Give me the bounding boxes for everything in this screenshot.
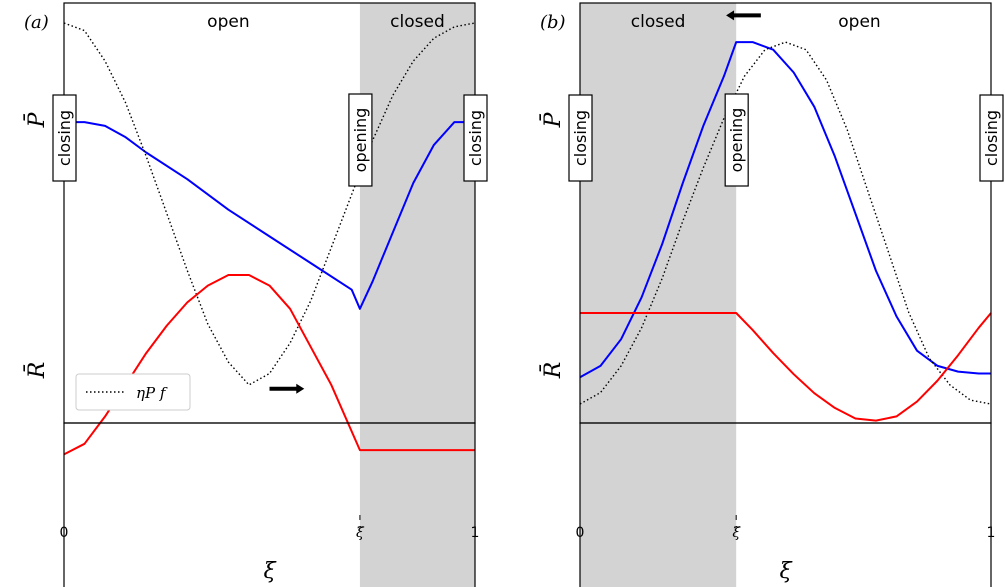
- closed-region-shade: [580, 3, 737, 587]
- event-label-box: [568, 94, 593, 182]
- event-label-opening: opening: [348, 93, 373, 187]
- pressure-curve: [579, 41, 991, 379]
- legend-box: [75, 373, 191, 411]
- y-axis-label-resistance: R̄: [23, 362, 50, 380]
- event-label-closing: closing: [52, 94, 77, 182]
- event-label-opening: opening: [724, 93, 749, 187]
- reference-curve-etaPf: [63, 22, 476, 386]
- closed-region-shade: [359, 3, 475, 587]
- event-label-box: [348, 93, 373, 187]
- x-tick-label: 1: [471, 525, 480, 541]
- event-label-text: closing: [55, 110, 74, 166]
- event-label-text: opening: [727, 108, 746, 173]
- event-label-closing: closing: [463, 94, 488, 182]
- x-tick-label: 0: [576, 525, 585, 541]
- x-tick-label: 1: [987, 525, 996, 541]
- event-label-text: closing: [571, 110, 590, 166]
- legend-label: ηP f: [136, 384, 168, 402]
- x-tick-label: ξ̃: [732, 525, 741, 541]
- event-label-text: closing: [982, 110, 1001, 166]
- resistance-curve: [580, 312, 992, 422]
- region-label-open: open: [207, 12, 249, 32]
- event-label-box: [52, 94, 77, 182]
- region-label-closed: closed: [390, 12, 445, 32]
- phase-arrow-head: [296, 383, 305, 394]
- region-label-open: open: [838, 12, 880, 32]
- y-axis-label-pressure: P̄: [23, 111, 50, 128]
- event-label-box: [724, 93, 749, 187]
- panel-label: (b): [540, 12, 566, 33]
- phase-arrow-head: [726, 10, 735, 21]
- x-tick-label: ξ̃: [356, 525, 365, 541]
- event-label-text: opening: [351, 108, 370, 173]
- y-axis-label-pressure: P̄: [539, 111, 566, 128]
- pressure-curve: [64, 121, 475, 310]
- event-label-box: [463, 94, 488, 182]
- event-label-closing: closing: [979, 94, 1004, 182]
- event-label-closing: closing: [568, 94, 593, 182]
- x-tick-label: 0: [60, 525, 69, 541]
- x-axis-label: ξ: [779, 559, 793, 584]
- panel-label: (a): [24, 12, 49, 33]
- y-axis-label-resistance: R̄: [539, 362, 566, 380]
- event-label-box: [979, 94, 1004, 182]
- region-label-closed: closed: [631, 12, 686, 32]
- event-label-text: closing: [466, 110, 485, 166]
- x-axis-label: ξ: [263, 559, 277, 584]
